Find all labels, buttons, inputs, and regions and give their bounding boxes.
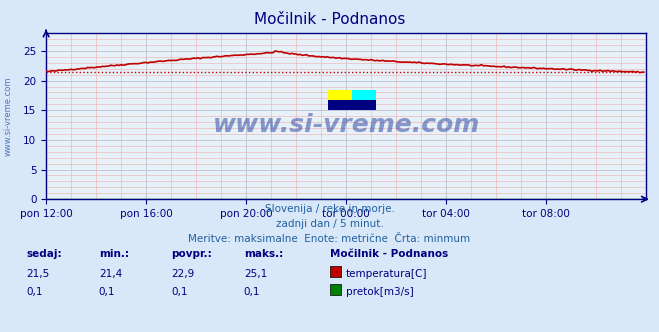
Text: 22,9: 22,9 xyxy=(171,269,194,279)
Text: min.:: min.: xyxy=(99,249,129,259)
Text: 0,1: 0,1 xyxy=(26,287,43,297)
Text: maks.:: maks.: xyxy=(244,249,283,259)
Text: 25,1: 25,1 xyxy=(244,269,267,279)
FancyBboxPatch shape xyxy=(328,90,352,100)
Text: 0,1: 0,1 xyxy=(99,287,115,297)
FancyBboxPatch shape xyxy=(352,90,376,100)
Text: www.si-vreme.com: www.si-vreme.com xyxy=(212,113,480,136)
Text: Močilnik - Podnanos: Močilnik - Podnanos xyxy=(254,12,405,28)
Text: 0,1: 0,1 xyxy=(171,287,188,297)
FancyBboxPatch shape xyxy=(328,100,376,110)
Text: sedaj:: sedaj: xyxy=(26,249,62,259)
Text: Meritve: maksimalne  Enote: metrične  Črta: minmum: Meritve: maksimalne Enote: metrične Črta… xyxy=(188,234,471,244)
Text: Slovenija / reke in morje.: Slovenija / reke in morje. xyxy=(264,204,395,214)
Text: povpr.:: povpr.: xyxy=(171,249,212,259)
Text: zadnji dan / 5 minut.: zadnji dan / 5 minut. xyxy=(275,219,384,229)
Text: 21,5: 21,5 xyxy=(26,269,49,279)
Text: www.si-vreme.com: www.si-vreme.com xyxy=(3,76,13,156)
Text: pretok[m3/s]: pretok[m3/s] xyxy=(346,287,414,297)
Text: 21,4: 21,4 xyxy=(99,269,122,279)
Text: Močilnik - Podnanos: Močilnik - Podnanos xyxy=(330,249,447,259)
Text: 0,1: 0,1 xyxy=(244,287,260,297)
Text: temperatura[C]: temperatura[C] xyxy=(346,269,428,279)
